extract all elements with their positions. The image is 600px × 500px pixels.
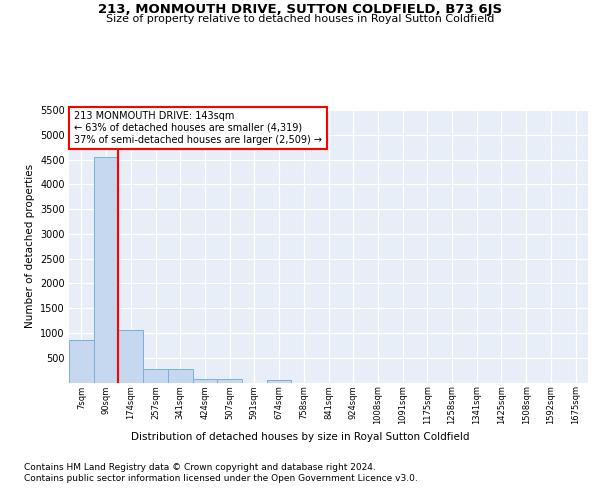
Text: Distribution of detached houses by size in Royal Sutton Coldfield: Distribution of detached houses by size … (131, 432, 469, 442)
Bar (193, 378, 217, 382)
Y-axis label: Number of detached properties: Number of detached properties (25, 164, 35, 328)
Bar (267, 380, 292, 382)
Bar (143, 369, 168, 382)
Text: Size of property relative to detached houses in Royal Sutton Coldfield: Size of property relative to detached ho… (106, 14, 494, 24)
Text: 213 MONMOUTH DRIVE: 143sqm
← 63% of detached houses are smaller (4,319)
37% of s: 213 MONMOUTH DRIVE: 143sqm ← 63% of deta… (74, 112, 322, 144)
Bar (217, 378, 242, 382)
Text: Contains HM Land Registry data © Crown copyright and database right 2024.: Contains HM Land Registry data © Crown c… (24, 462, 376, 471)
Bar (69, 340, 94, 382)
Bar (94, 157, 118, 382)
Text: 213, MONMOUTH DRIVE, SUTTON COLDFIELD, B73 6JS: 213, MONMOUTH DRIVE, SUTTON COLDFIELD, B… (98, 2, 502, 16)
Text: Contains public sector information licensed under the Open Government Licence v3: Contains public sector information licen… (24, 474, 418, 483)
Bar (118, 330, 143, 382)
Bar (168, 369, 193, 382)
